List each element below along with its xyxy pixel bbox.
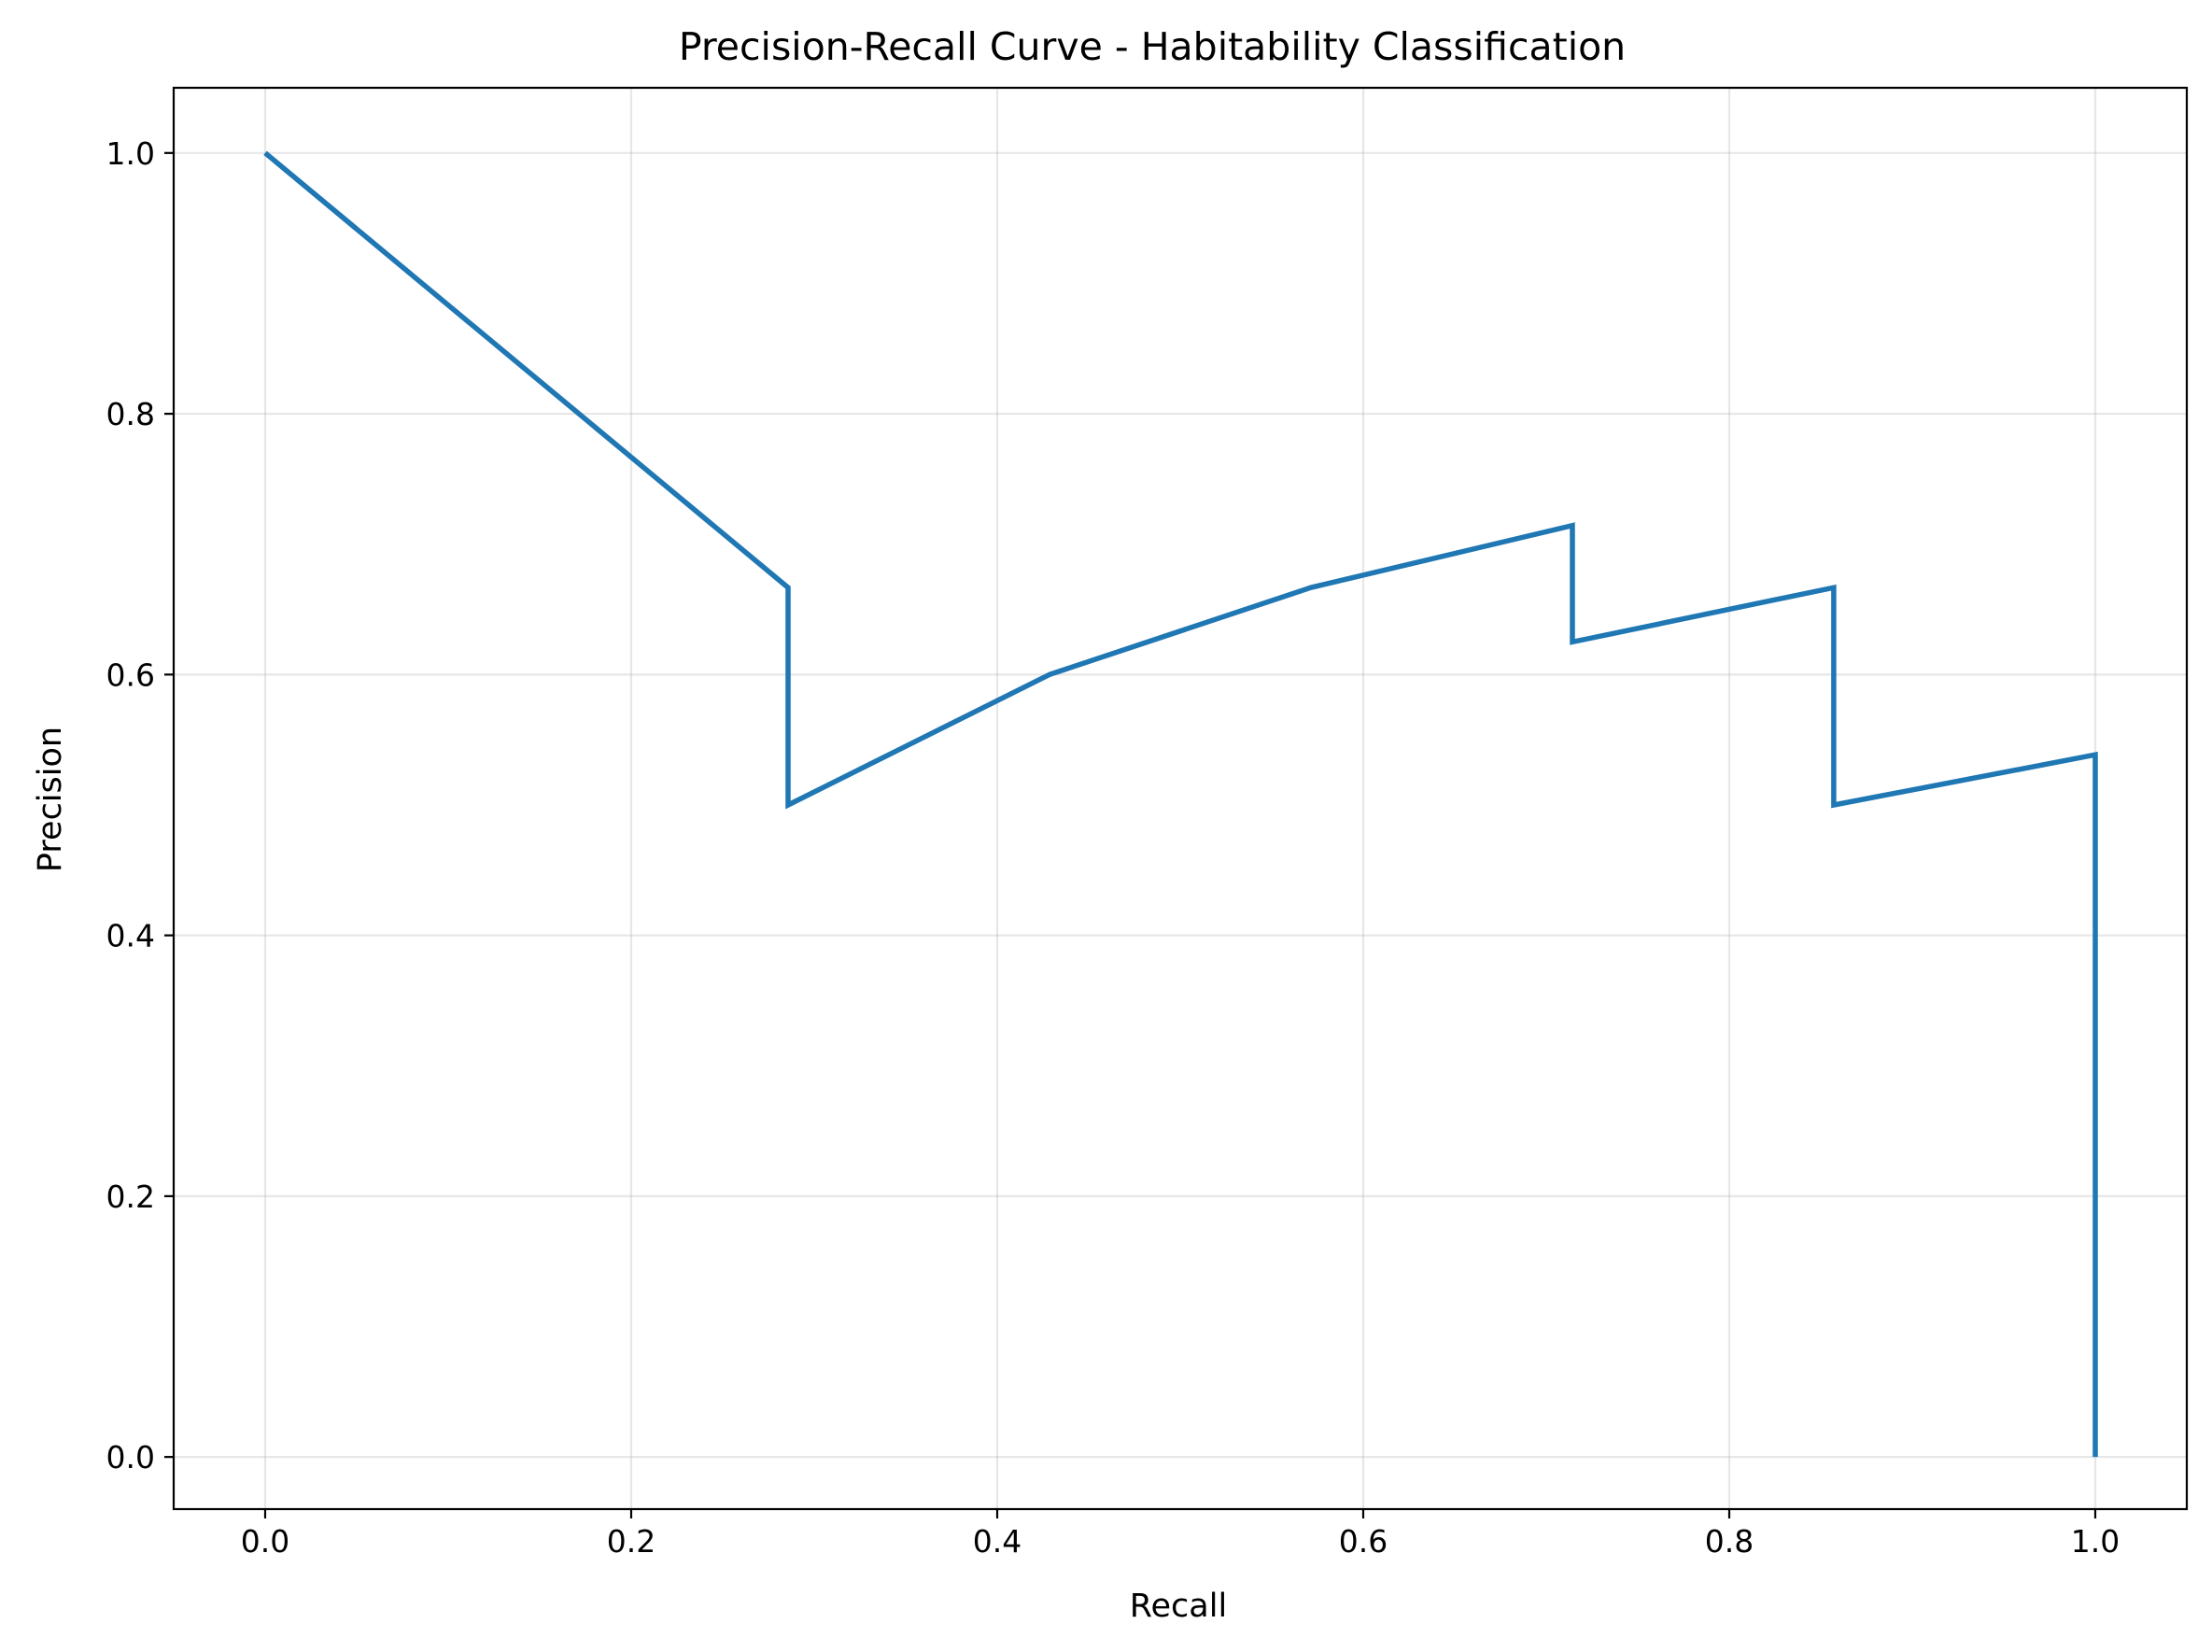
y-tick-label: 0.6 bbox=[106, 657, 155, 693]
y-tick-label: 0.8 bbox=[106, 396, 155, 432]
y-tick-label: 1.0 bbox=[106, 135, 155, 172]
x-tick-label: 0.6 bbox=[1339, 1523, 1388, 1560]
x-axis-ticks: 0.0 0.2 0.4 0.6 0.8 1.0 bbox=[241, 1509, 2120, 1560]
x-tick-label: 1.0 bbox=[2071, 1523, 2120, 1560]
x-tick-label: 0.4 bbox=[973, 1523, 1021, 1560]
x-axis-label: Recall bbox=[1130, 1588, 1227, 1625]
x-tick-label: 0.0 bbox=[241, 1523, 289, 1560]
y-tick-label: 0.2 bbox=[106, 1179, 155, 1215]
chart-title: Precision-Recall Curve - Habitability Cl… bbox=[679, 24, 1626, 69]
precision-recall-line bbox=[263, 150, 2098, 1458]
y-tick-label: 0.0 bbox=[106, 1439, 155, 1476]
x-tick-label: 0.2 bbox=[607, 1523, 655, 1560]
grid-lines bbox=[174, 88, 2187, 1509]
y-tick-label: 0.4 bbox=[106, 918, 155, 954]
x-tick-label: 0.8 bbox=[1705, 1523, 1754, 1560]
y-axis-label: Precision bbox=[32, 727, 69, 872]
y-axis-ticks: 0.0 0.2 0.4 0.6 0.8 1.0 bbox=[106, 135, 174, 1476]
plot-frame bbox=[172, 86, 2189, 1511]
series-layer bbox=[263, 150, 2098, 1458]
